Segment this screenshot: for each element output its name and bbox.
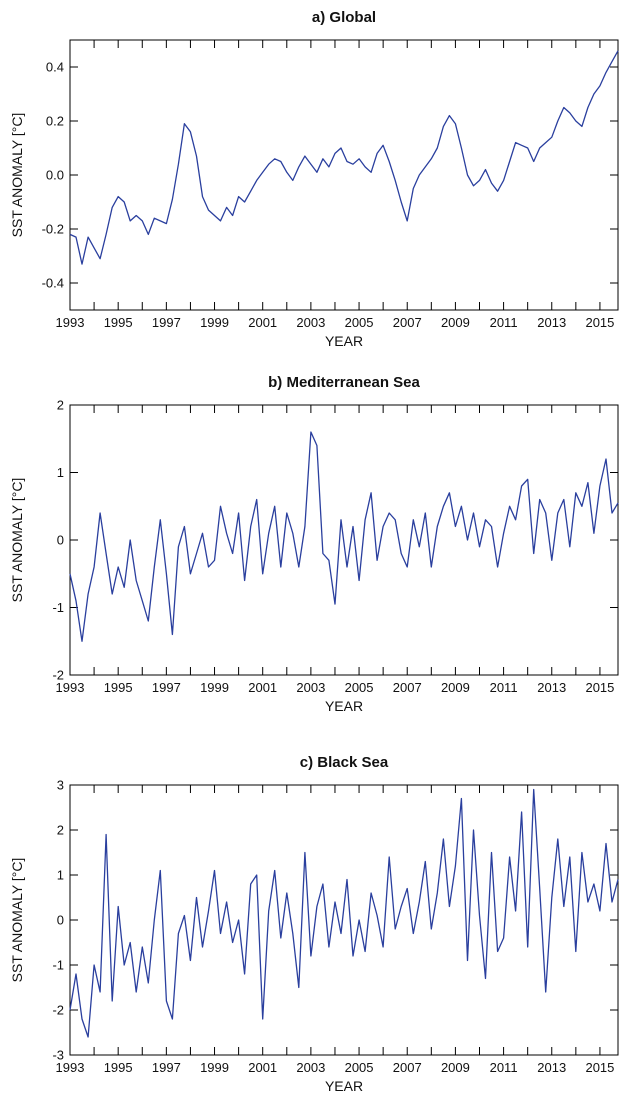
x-tick-label: 1999 <box>200 315 229 330</box>
x-tick-label: 1995 <box>104 680 133 695</box>
x-tick-label: 2011 <box>490 315 518 330</box>
panel-title: c) Black Sea <box>300 754 389 771</box>
panel-global: a) Global 1993 1995 1997 1999 2001 2003 2005 20… <box>9 9 619 349</box>
x-tick-label: 1999 <box>200 1060 229 1075</box>
x-tick-label: 2011 <box>490 680 518 695</box>
x-axis-label: YEAR <box>325 698 363 714</box>
x-tick-label: 1993 <box>56 1060 85 1075</box>
x-axis-label: YEAR <box>325 1078 363 1094</box>
x-tick-label: 2011 <box>490 1060 518 1075</box>
tick-labels: 1993 1995 1997 1999 2001 2003 2005 2007 2009 2011… <box>42 60 615 331</box>
y-tick-label: 3 <box>57 778 64 793</box>
x-tick-label: 2013 <box>537 1060 566 1075</box>
x-tick-label: 2007 <box>393 315 422 330</box>
y-tick-label: 0.2 <box>46 114 64 129</box>
y-tick-label: -0.2 <box>42 222 64 237</box>
x-tick-label: 2013 <box>537 315 566 330</box>
y-tick-label: 2 <box>57 823 64 838</box>
y-tick-label: -2 <box>52 668 64 683</box>
y-tick-label: 0.0 <box>46 168 64 183</box>
series-line-mediterranean <box>69 431 619 642</box>
x-tick-label: 1995 <box>104 1060 133 1075</box>
plot-frame <box>69 39 619 311</box>
panel-black-sea: c) Black Sea 1993 1995 1997 1999 2001 2003 200… <box>9 754 619 1094</box>
y-axis-label: SST ANOMALY [°C] <box>9 478 25 603</box>
x-tick-label: 2001 <box>248 1060 277 1075</box>
x-tick-label: 2009 <box>441 1060 470 1075</box>
x-tick-label: 1993 <box>56 680 85 695</box>
y-tick-label: 0 <box>57 913 64 928</box>
y-tick-label: -1 <box>52 600 64 615</box>
x-tick-label: 2009 <box>441 680 470 695</box>
x-tick-label: 2005 <box>345 1060 374 1075</box>
x-tick-label: 2015 <box>585 1060 614 1075</box>
x-tick-label: 2003 <box>296 1060 325 1075</box>
y-tick-label: -0.4 <box>42 276 64 291</box>
x-tick-label: 1997 <box>152 680 181 695</box>
x-tick-label: 2009 <box>441 315 470 330</box>
x-tick-label: 1993 <box>56 315 85 330</box>
x-tick-label: 2015 <box>585 680 614 695</box>
x-tick-label: 1997 <box>152 315 181 330</box>
y-tick-label: 0.4 <box>46 60 64 75</box>
y-tick-label: -1 <box>52 958 64 973</box>
y-tick-label: -2 <box>52 1003 64 1018</box>
x-tick-label: 1997 <box>152 1060 181 1075</box>
y-axis-label: SST ANOMALY [°C] <box>9 858 25 983</box>
y-axis-label: SST ANOMALY [°C] <box>9 113 25 238</box>
y-tick-label: 1 <box>57 465 64 480</box>
x-tick-label: 1995 <box>104 315 133 330</box>
panel-title: b) Mediterranean Sea <box>268 374 420 391</box>
x-tick-label: 2001 <box>248 680 277 695</box>
x-axis-label: YEAR <box>325 333 363 349</box>
x-tick-label: 2015 <box>585 315 614 330</box>
y-tick-label: -3 <box>52 1048 64 1063</box>
x-tick-label: 2005 <box>345 315 374 330</box>
axis-ticks <box>69 40 618 310</box>
y-tick-label: 1 <box>57 868 64 883</box>
x-tick-label: 2007 <box>393 1060 422 1075</box>
axis-ticks <box>69 784 618 1056</box>
x-tick-label: 2007 <box>393 680 422 695</box>
x-tick-label: 2003 <box>296 315 325 330</box>
x-tick-label: 2013 <box>537 680 566 695</box>
axis-ticks <box>69 404 618 676</box>
x-tick-label: 2005 <box>345 680 374 695</box>
tick-labels: 1993 1995 1997 1999 2001 2003 2005 2007 2009 2011… <box>52 778 614 1076</box>
x-tick-label: 2001 <box>248 315 277 330</box>
panel-mediterranean: b) Mediterranean Sea 1993 1995 1997 1999 200… <box>9 374 619 714</box>
y-tick-label: 0 <box>57 533 64 548</box>
x-tick-label: 2003 <box>296 680 325 695</box>
series-line-global <box>69 50 619 265</box>
panel-title: a) Global <box>312 9 376 26</box>
x-tick-label: 1999 <box>200 680 229 695</box>
y-tick-label: 2 <box>57 398 64 413</box>
series-line-black-sea <box>69 788 619 1038</box>
tick-labels: 1993 1995 1997 1999 2001 2003 2005 2007 2009 2011… <box>52 398 614 696</box>
